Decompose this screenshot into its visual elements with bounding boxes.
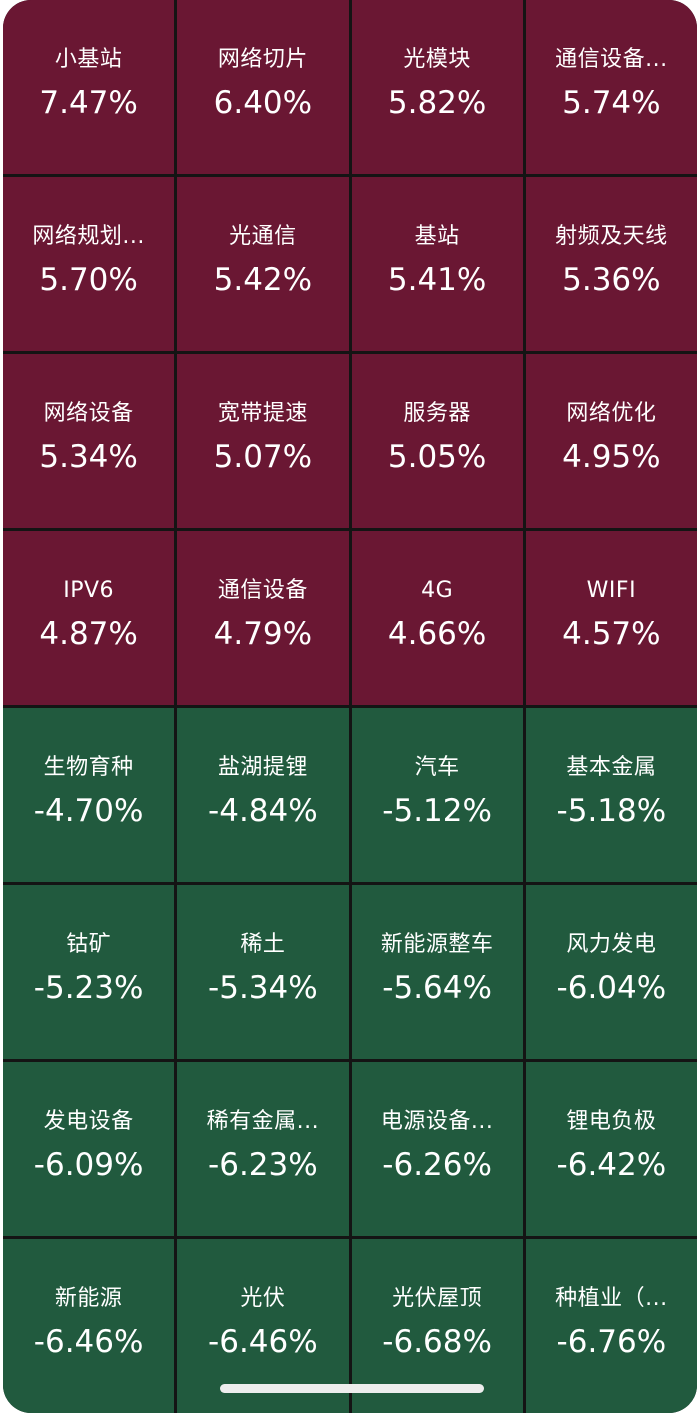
sector-change-percent: 5.07% xyxy=(213,439,313,475)
sector-change-percent: 4.66% xyxy=(387,616,487,652)
sector-change-percent: -6.09% xyxy=(33,1147,144,1183)
sector-name: 电源设备... xyxy=(380,1109,494,1134)
sector-change-percent: -5.18% xyxy=(556,793,667,829)
sector-tile[interactable]: 射频及天线 5.36% xyxy=(525,177,697,351)
sector-tile[interactable]: 通信设备... 5.74% xyxy=(525,0,697,174)
sector-tile[interactable]: 网络规划... 5.70% xyxy=(3,177,175,351)
sector-tile[interactable]: IPV6 4.87% xyxy=(3,531,175,705)
sector-tile[interactable]: 光模块 5.82% xyxy=(351,0,523,174)
sector-change-percent: -5.64% xyxy=(382,970,492,1006)
sector-change-percent: 5.82% xyxy=(387,85,487,121)
sector-name: 钴矿 xyxy=(66,932,112,957)
sector-tile[interactable]: 盐湖提锂 -4.84% xyxy=(177,708,349,882)
sector-tile[interactable]: 小基站 7.47% xyxy=(3,0,175,174)
sector-name: 光伏 xyxy=(240,1286,286,1311)
sector-name: 基站 xyxy=(414,224,460,249)
sector-name: 光模块 xyxy=(403,47,471,72)
sector-change-percent: -6.46% xyxy=(33,1324,144,1360)
sector-name: 稀土 xyxy=(240,932,286,957)
sector-change-percent: 5.70% xyxy=(39,262,138,298)
sector-tile[interactable]: 电源设备... -6.26% xyxy=(351,1062,523,1236)
sector-tile[interactable]: 宽带提速 5.07% xyxy=(177,354,349,528)
sector-tile[interactable]: 通信设备 4.79% xyxy=(177,531,349,705)
sector-change-percent: 4.95% xyxy=(562,439,661,475)
sector-tile[interactable]: WIFI 4.57% xyxy=(525,531,697,705)
sector-name: 服务器 xyxy=(403,401,471,426)
sector-tile[interactable]: 新能源 -6.46% xyxy=(3,1239,175,1413)
sector-name: 小基站 xyxy=(54,47,123,72)
sector-name: WIFI xyxy=(586,578,637,603)
sector-change-percent: 5.36% xyxy=(562,262,661,298)
sector-name: 网络规划... xyxy=(32,224,145,249)
sector-change-percent: -6.26% xyxy=(382,1147,492,1183)
sector-tile[interactable]: 风力发电 -6.04% xyxy=(525,885,697,1059)
sector-change-percent: -4.70% xyxy=(33,793,144,829)
sector-tile[interactable]: 网络设备 5.34% xyxy=(3,354,175,528)
sector-tile[interactable]: 服务器 5.05% xyxy=(351,354,523,528)
sector-name: 光伏屋顶 xyxy=(392,1286,483,1311)
sector-name: 新能源 xyxy=(54,1286,123,1311)
heatmap-screen: 小基站 7.47% 网络切片 6.40% 光模块 5.82% 通信设备... 5.74% 网络规… xyxy=(3,0,697,1413)
sector-name: 4G xyxy=(421,578,454,603)
sector-name: 网络切片 xyxy=(217,47,308,72)
sector-heatmap-grid: 小基站 7.47% 网络切片 6.40% 光模块 5.82% 通信设备... 5.74% 网络规… xyxy=(3,0,697,1413)
sector-name: 光通信 xyxy=(229,224,297,249)
sector-tile[interactable]: 发电设备 -6.09% xyxy=(3,1062,175,1236)
sector-change-percent: -6.04% xyxy=(556,970,667,1006)
sector-change-percent: 5.74% xyxy=(562,85,661,121)
sector-name: 发电设备 xyxy=(43,1109,134,1134)
sector-change-percent: 5.34% xyxy=(39,439,138,475)
sector-change-percent: -6.42% xyxy=(556,1147,667,1183)
sector-name: 射频及天线 xyxy=(555,224,668,249)
sector-tile[interactable]: 基站 5.41% xyxy=(351,177,523,351)
sector-change-percent: 6.40% xyxy=(213,85,313,121)
sector-tile[interactable]: 种植业（... -6.76% xyxy=(525,1239,697,1413)
sector-tile[interactable]: 钴矿 -5.23% xyxy=(3,885,175,1059)
sector-tile[interactable]: 生物育种 -4.70% xyxy=(3,708,175,882)
home-indicator-bar[interactable] xyxy=(220,1384,484,1393)
sector-change-percent: 4.79% xyxy=(213,616,313,652)
sector-change-percent: -4.84% xyxy=(208,793,318,829)
sector-name: 种植业（... xyxy=(555,1286,668,1311)
sector-tile[interactable]: 稀土 -5.34% xyxy=(177,885,349,1059)
sector-change-percent: 5.05% xyxy=(387,439,487,475)
sector-name: 锂电负极 xyxy=(566,1109,657,1134)
sector-change-percent: -5.12% xyxy=(382,793,492,829)
sector-tile[interactable]: 4G 4.66% xyxy=(351,531,523,705)
sector-change-percent: 7.47% xyxy=(39,85,138,121)
sector-change-percent: 4.57% xyxy=(562,616,661,652)
sector-tile[interactable]: 新能源整车 -5.64% xyxy=(351,885,523,1059)
sector-name: 基本金属 xyxy=(566,755,657,780)
sector-name: 盐湖提锂 xyxy=(217,755,308,780)
sector-tile[interactable]: 汽车 -5.12% xyxy=(351,708,523,882)
sector-change-percent: 5.41% xyxy=(387,262,487,298)
sector-name: IPV6 xyxy=(63,578,115,603)
sector-name: 风力发电 xyxy=(566,932,657,957)
sector-name: 新能源整车 xyxy=(380,932,494,957)
sector-change-percent: -6.68% xyxy=(382,1324,492,1360)
sector-change-percent: -5.23% xyxy=(33,970,144,1006)
sector-tile[interactable]: 网络优化 4.95% xyxy=(525,354,697,528)
sector-tile[interactable]: 锂电负极 -6.42% xyxy=(525,1062,697,1236)
sector-name: 通信设备 xyxy=(217,578,308,603)
sector-tile[interactable]: 基本金属 -5.18% xyxy=(525,708,697,882)
sector-name: 汽车 xyxy=(414,755,460,780)
sector-name: 通信设备... xyxy=(555,47,668,72)
sector-change-percent: -5.34% xyxy=(208,970,318,1006)
sector-change-percent: 4.87% xyxy=(39,616,138,652)
sector-name: 宽带提速 xyxy=(217,401,308,426)
sector-tile[interactable]: 稀有金属... -6.23% xyxy=(177,1062,349,1236)
sector-change-percent: -6.46% xyxy=(208,1324,318,1360)
sector-name: 网络设备 xyxy=(43,401,134,426)
sector-name: 网络优化 xyxy=(566,401,657,426)
sector-change-percent: -6.23% xyxy=(208,1147,318,1183)
sector-tile[interactable]: 网络切片 6.40% xyxy=(177,0,349,174)
sector-tile[interactable]: 光通信 5.42% xyxy=(177,177,349,351)
sector-change-percent: 5.42% xyxy=(213,262,313,298)
sector-name: 稀有金属... xyxy=(206,1109,320,1134)
sector-change-percent: -6.76% xyxy=(556,1324,667,1360)
sector-name: 生物育种 xyxy=(43,755,134,780)
